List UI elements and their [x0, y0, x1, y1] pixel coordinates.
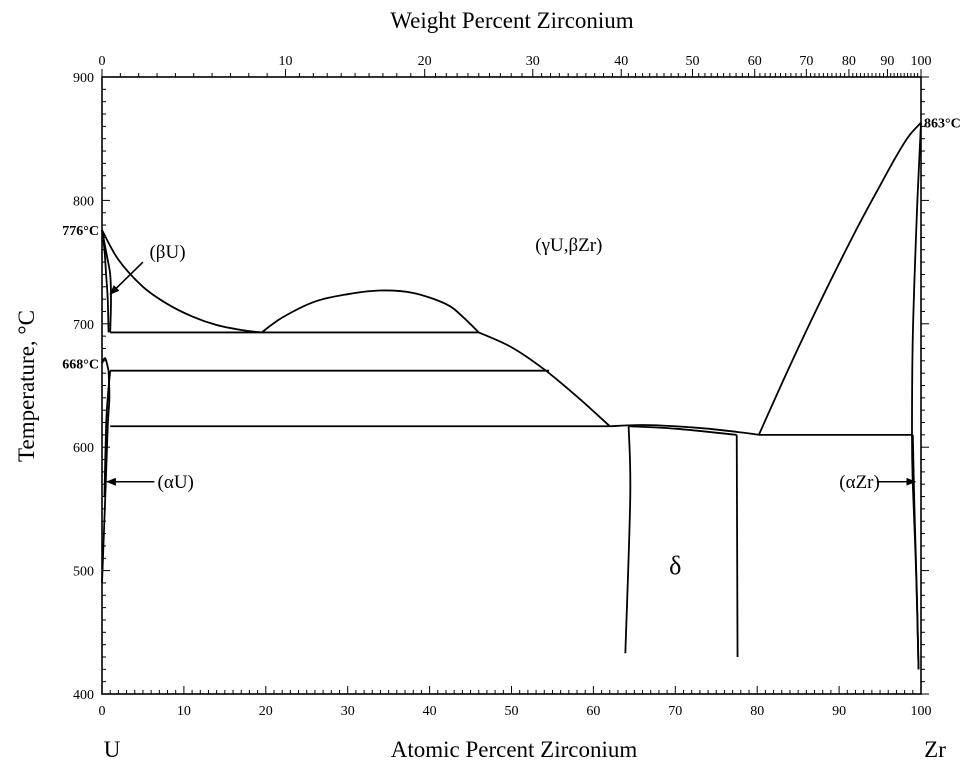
bottom-tick-label: 100	[911, 704, 932, 719]
bottom-tick-label: 20	[259, 704, 273, 719]
phase-label: (αU)	[158, 472, 194, 493]
plot-frame-group	[101, 76, 922, 695]
left-tick-label: 900	[73, 71, 94, 86]
bottom-tick-label: 0	[99, 704, 106, 719]
bottom-tick-label: 10	[177, 704, 191, 719]
bottom-tick-label: 60	[586, 704, 600, 719]
boundary-u-668-step	[101, 357, 110, 371]
boundary-delta-right	[735, 434, 739, 657]
boundary-liquidus-left-dome	[101, 229, 262, 334]
left-tick-label: 500	[73, 565, 94, 580]
phase-label: (αZr)	[839, 472, 880, 493]
left-tick-label: 400	[73, 688, 94, 703]
boundary-zr-solvus-inner	[911, 434, 920, 670]
bottom-tick-label: 70	[668, 704, 682, 719]
temp-label-776: 776°C	[62, 224, 99, 239]
top-tick-label: 30	[526, 54, 540, 69]
tick-marks-group	[101, 69, 929, 695]
left-tick-label: 700	[73, 318, 94, 333]
boundary-delta-top	[609, 424, 759, 436]
boundary-miscibility-gap	[261, 289, 480, 334]
top-tick-label: 60	[748, 54, 762, 69]
boundary-u-alpha-outer	[101, 370, 111, 583]
left-tick-label: 800	[73, 194, 94, 209]
top-tick-label: 0	[99, 54, 106, 69]
top-tick-label: 100	[911, 54, 932, 69]
bottom-tick-label: 80	[750, 704, 764, 719]
boundary-gamma-solvus	[478, 331, 611, 427]
top-tick-label: 80	[842, 54, 856, 69]
top-tick-label: 40	[614, 54, 628, 69]
corner-label-u: U	[104, 737, 121, 762]
top-tick-label: 90	[880, 54, 894, 69]
temp-label-863: 863°C	[924, 117, 961, 132]
top-tick-label: 70	[799, 54, 813, 69]
beta-u-arrow	[109, 261, 144, 295]
bottom-tick-label: 30	[341, 704, 355, 719]
bottom-tick-label: 50	[505, 704, 519, 719]
corner-label-zr: Zr	[924, 737, 946, 762]
x-axis-label: Atomic Percent Zirconium	[391, 737, 638, 762]
top-tick-label: 50	[685, 54, 699, 69]
bottom-tick-label: 40	[423, 704, 437, 719]
chart-title: Weight Percent Zirconium	[390, 8, 634, 33]
temp-label-668: 668°C	[62, 357, 99, 372]
top-tick-label: 10	[278, 54, 292, 69]
phase-boundaries-group	[101, 122, 922, 670]
labels-group: Weight Percent Zirconium Atomic Percent …	[14, 8, 961, 762]
boundary-u-alpha-inner	[103, 370, 112, 497]
boundary-u-beta-right	[101, 229, 112, 333]
boundary-delta-inner	[628, 425, 737, 436]
y-axis-label: Temperature, °C	[14, 310, 39, 462]
left-tick-label: 600	[73, 441, 94, 456]
boundary-delta-left	[624, 426, 632, 654]
phase-label: δ	[669, 551, 681, 580]
plot-frame	[101, 76, 922, 695]
top-tick-label: 20	[418, 54, 432, 69]
bottom-tick-label: 90	[832, 704, 846, 719]
phase-label: (γU,βZr)	[535, 235, 602, 256]
boundary-zr-liquidus	[758, 122, 922, 436]
phase-label: (βU)	[149, 242, 185, 263]
